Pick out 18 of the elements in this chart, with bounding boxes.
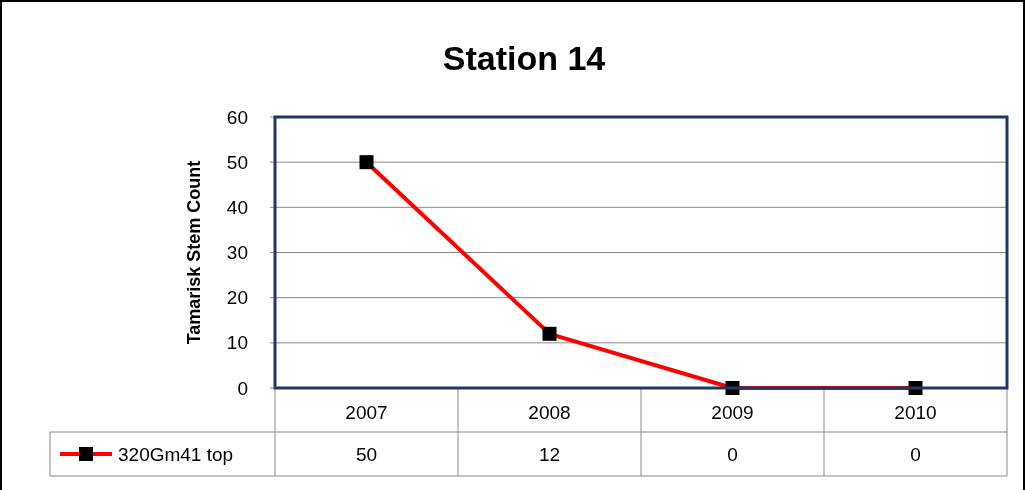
x-tick-label: 2008 [528,401,571,423]
y-tick-label: 40 [226,196,248,218]
x-tick-label: 2009 [711,401,754,423]
y-tick-label: 0 [237,377,248,399]
data-label: 0 [910,443,921,465]
y-tick-label: 20 [226,287,248,309]
data-label: 50 [355,443,378,465]
y-tick-label: 10 [226,332,248,354]
y-tick-label: 30 [226,242,248,264]
data-label: 0 [727,443,738,465]
data-label: 12 [538,443,561,465]
legend-label: 320Gm41 top [118,443,234,465]
y-tick-label: 60 [226,106,248,128]
x-tick-label: 2007 [345,401,388,423]
y-axis-title: Tamarisk Stem Count [184,160,204,345]
y-tick-label: 50 [226,151,248,173]
chart-title: Station 14 [442,39,606,77]
x-tick-label: 2010 [894,401,937,423]
